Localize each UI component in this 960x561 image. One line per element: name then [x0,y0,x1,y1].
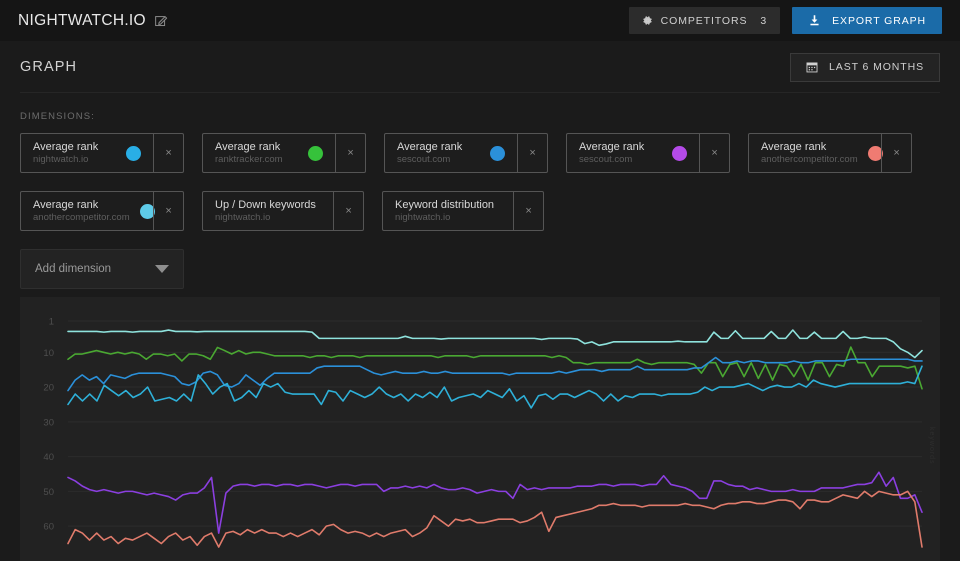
dimensions-section: DIMENSIONS: Average rank nightwatch.io × Av… [0,93,960,289]
dimension-chip-text: Up / Down keywords nightwatch.io [215,199,316,224]
chevron-down-icon [155,265,169,273]
remove-dimension-icon[interactable]: × [153,134,183,172]
dimension-chip-title: Average rank [761,140,827,153]
graph-header: GRAPH LAST 6 MONTHS [0,41,960,93]
chart-series-line [67,329,923,359]
dimension-chip-text: Average rank sescout.com [579,141,644,166]
dimension-chip-subtitle: nightwatch.io [33,153,89,165]
chart-series-line [67,346,923,390]
dimension-chip-body[interactable]: Average rank nightwatch.io [21,134,153,172]
calendar-icon [806,61,818,73]
dimension-chip[interactable]: Average rank sescout.com × [384,133,548,173]
brand-title: NIGHTWATCH.IO [18,11,146,29]
export-graph-button[interactable]: EXPORT GRAPH [792,7,942,34]
competitors-count: 3 [760,14,768,27]
dimension-chip-list: Average rank nightwatch.io × Average rank ra… [20,133,940,231]
dimension-chip[interactable]: Average rank anothercompetitor.com × [748,133,912,173]
remove-dimension-icon[interactable]: × [881,134,911,172]
competitors-label: COMPETITORS [660,14,748,27]
top-bar: NIGHTWATCH.IO COMPETITORS 3 [0,0,960,41]
rank-line-chart: 1 10 20 30 40 50 60 [43,317,923,548]
top-bar-actions: COMPETITORS 3 EXPORT GRAPH [628,7,942,34]
dimension-chip-title: Average rank [33,198,99,211]
dimension-chip-body[interactable]: Up / Down keywords nightwatch.io [203,192,333,230]
dimension-chip-body[interactable]: Average rank anothercompetitor.com [21,192,155,230]
chart-area[interactable]: 1 10 20 30 40 50 60 [20,297,940,561]
chart-y-tick-label: 50 [43,487,54,498]
dimension-chip-subtitle: sescout.com [397,153,451,165]
dimension-chip-subtitle: nightwatch.io [395,211,451,223]
chart-y-tick-label: 60 [43,522,54,533]
dimension-chip-text: Average rank ranktracker.com [215,141,283,166]
dimension-chip-subtitle: anothercompetitor.com [33,211,130,223]
dimension-chip-body[interactable]: Average rank sescout.com [567,134,699,172]
dimension-chip-text: Average rank sescout.com [397,141,462,166]
brand[interactable]: NIGHTWATCH.IO [18,12,168,30]
dimension-chip-body[interactable]: Average rank sescout.com [385,134,517,172]
date-range-button[interactable]: LAST 6 MONTHS [790,52,940,82]
dimension-color-dot[interactable] [308,145,324,161]
dimension-color-dot[interactable] [139,203,155,219]
gear-icon [642,15,653,26]
dimension-chip[interactable]: Up / Down keywords nightwatch.io × [202,191,364,231]
dimension-chip[interactable]: Average rank nightwatch.io × [20,133,184,173]
chart-right-note: keywords [928,427,935,465]
chart-series-line [67,365,923,409]
chart-panel: 1 10 20 30 40 50 60 keywords [20,297,940,561]
dimension-chip-body[interactable]: Average rank ranktracker.com [203,134,335,172]
dimension-chip-title: Average rank [579,140,645,153]
dimension-chip-title: Keyword distribution [395,198,495,211]
download-icon [808,14,821,27]
dimension-chip[interactable]: Average rank ranktracker.com × [202,133,366,173]
dimension-chip-body[interactable]: Keyword distribution nightwatch.io [383,192,513,230]
date-range-label: LAST 6 MONTHS [829,61,924,73]
dimension-chip-text: Average rank nightwatch.io [33,141,98,166]
chart-series-line [67,471,923,534]
dimension-chip-subtitle: ranktracker.com [215,153,283,165]
dimension-chip-subtitle: sescout.com [579,153,633,165]
competitors-button[interactable]: COMPETITORS 3 [628,7,781,34]
dimension-chip-subtitle: nightwatch.io [215,211,271,223]
dimension-chip-text: Average rank anothercompetitor.com [761,141,858,166]
dimension-color-dot[interactable] [867,145,883,161]
chart-y-tick-label: 10 [43,348,54,359]
chart-y-tick-label: 20 [43,383,54,394]
add-dimension-dropdown[interactable]: Add dimension [20,249,184,289]
dimension-chip-text: Keyword distribution nightwatch.io [395,199,494,224]
dimension-chip-subtitle: anothercompetitor.com [761,153,858,165]
dimension-chip[interactable]: Keyword distribution nightwatch.io × [382,191,544,231]
dimension-color-dot[interactable] [126,145,142,161]
dimension-color-dot[interactable] [490,145,506,161]
dimension-color-dot[interactable] [672,145,688,161]
chart-y-tick-label: 40 [43,452,54,463]
dimension-chip-title: Up / Down keywords [215,198,316,211]
remove-dimension-icon[interactable]: × [335,134,365,172]
dimension-chip[interactable]: Average rank anothercompetitor.com × [20,191,184,231]
dimension-chip-title: Average rank [215,140,281,153]
dimension-chip-text: Average rank anothercompetitor.com [33,199,130,224]
chart-y-tick-label: 1 [49,317,54,328]
dimensions-label: DIMENSIONS: [20,111,95,122]
add-dimension-label: Add dimension [35,263,112,275]
remove-dimension-icon[interactable]: × [699,134,729,172]
page-title: GRAPH [20,59,78,75]
dimension-chip-title: Average rank [33,140,99,153]
dimension-chip-body[interactable]: Average rank anothercompetitor.com [749,134,883,172]
remove-dimension-icon[interactable]: × [153,192,183,230]
chart-y-tick-label: 30 [43,417,54,428]
chart-series-line [67,490,923,548]
dimension-chip[interactable]: Average rank sescout.com × [566,133,730,173]
chart-series-line [67,356,923,392]
dimension-chip-title: Average rank [397,140,463,153]
remove-dimension-icon[interactable]: × [513,192,543,230]
remove-dimension-icon[interactable]: × [333,192,363,230]
export-graph-label: EXPORT GRAPH [832,14,926,27]
edit-pencil-icon[interactable] [155,14,168,27]
remove-dimension-icon[interactable]: × [517,134,547,172]
